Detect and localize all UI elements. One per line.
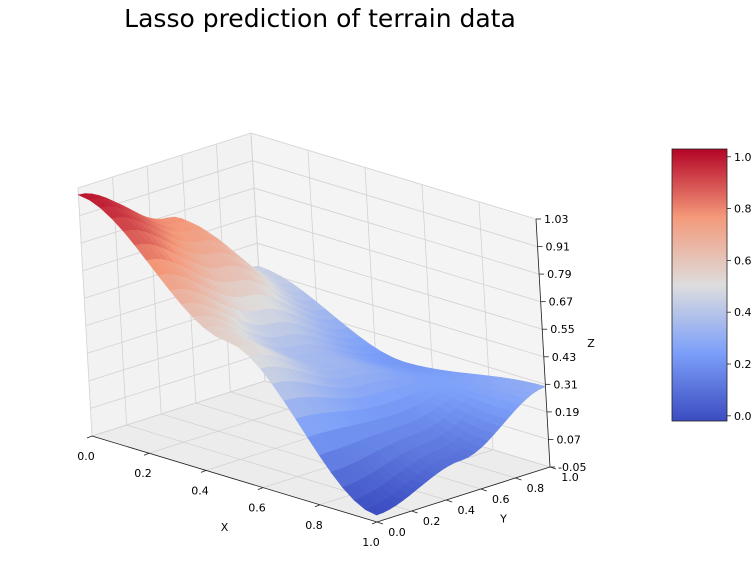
- x-tick: [257, 487, 264, 490]
- z-tick-label: 0.31: [553, 378, 578, 391]
- y-tick: [515, 477, 522, 481]
- z-tick-label: 0.91: [546, 241, 571, 254]
- colorbar-tick-label: 0.8: [734, 203, 752, 216]
- axes: 0.0 0.2 0.4 0.6 0.8 1.0 X 0.0 0.2 0.4 0.6 0.8 1.0 Y -0…: [77, 213, 595, 549]
- y-tick-label: 0.8: [527, 482, 545, 495]
- surface: [77, 193, 547, 516]
- y-axis-line: [376, 466, 551, 523]
- y-tick-label: 0.4: [457, 504, 475, 517]
- y-tick: [446, 499, 453, 503]
- surface-patch: [364, 506, 384, 516]
- x-tick-label: 1.0: [362, 536, 380, 549]
- z-gridline: [79, 160, 538, 247]
- x-tick-label: 0.8: [305, 519, 323, 532]
- y-tick-label: 0.0: [388, 526, 406, 539]
- colorbar-tick-label: 0.0: [734, 410, 752, 423]
- y-tick: [411, 510, 418, 514]
- colorbar-tick-label: 0.2: [734, 358, 752, 371]
- z-tick-label: 0.67: [549, 296, 574, 309]
- z-tick-label: -0.05: [558, 461, 586, 474]
- x-tick: [200, 470, 207, 473]
- x-tick-label: 0.4: [191, 484, 209, 497]
- z-tick-label: 0.55: [550, 323, 575, 336]
- z-tick-label: 0.79: [547, 268, 572, 281]
- colorbar-tick-label: 1.0: [734, 151, 752, 164]
- z-axis-line: [535, 218, 551, 468]
- z-tick-label: 1.03: [544, 213, 569, 226]
- colorbar: 0.0 0.2 0.4 0.6 0.8 1.0: [671, 148, 752, 423]
- colorbar-tick-label: 0.6: [734, 254, 752, 267]
- z-tick-label: 0.07: [556, 433, 581, 446]
- colorbar-gradient: [671, 148, 728, 422]
- y-tick-label: 0.6: [492, 493, 510, 506]
- z-tick-label: 0.43: [552, 351, 577, 364]
- x-tick: [314, 504, 321, 508]
- y-tick-label: 1.0: [561, 471, 579, 484]
- x-tick-label: 0.6: [248, 502, 266, 515]
- z-axis-label: Z: [587, 337, 595, 350]
- chart-title: Lasso prediction of terrain data: [124, 4, 516, 33]
- x-tick-label: 0.0: [77, 450, 95, 463]
- x-tick: [86, 435, 93, 439]
- x-tick: [371, 521, 378, 525]
- x-axis-line: [91, 435, 378, 523]
- y-axis-label: Y: [499, 513, 507, 526]
- x-axis-label: X: [221, 521, 229, 534]
- y-tick: [376, 521, 384, 525]
- x-tick-label: 0.2: [134, 467, 152, 480]
- z-gridline: [84, 242, 543, 330]
- z-tick-label: 0.19: [555, 406, 580, 419]
- z-gridline: [77, 132, 537, 220]
- y-tick: [480, 488, 487, 492]
- colorbar-tick-label: 0.4: [734, 306, 752, 319]
- y-tick-label: 0.2: [423, 515, 441, 528]
- x-tick: [143, 452, 150, 456]
